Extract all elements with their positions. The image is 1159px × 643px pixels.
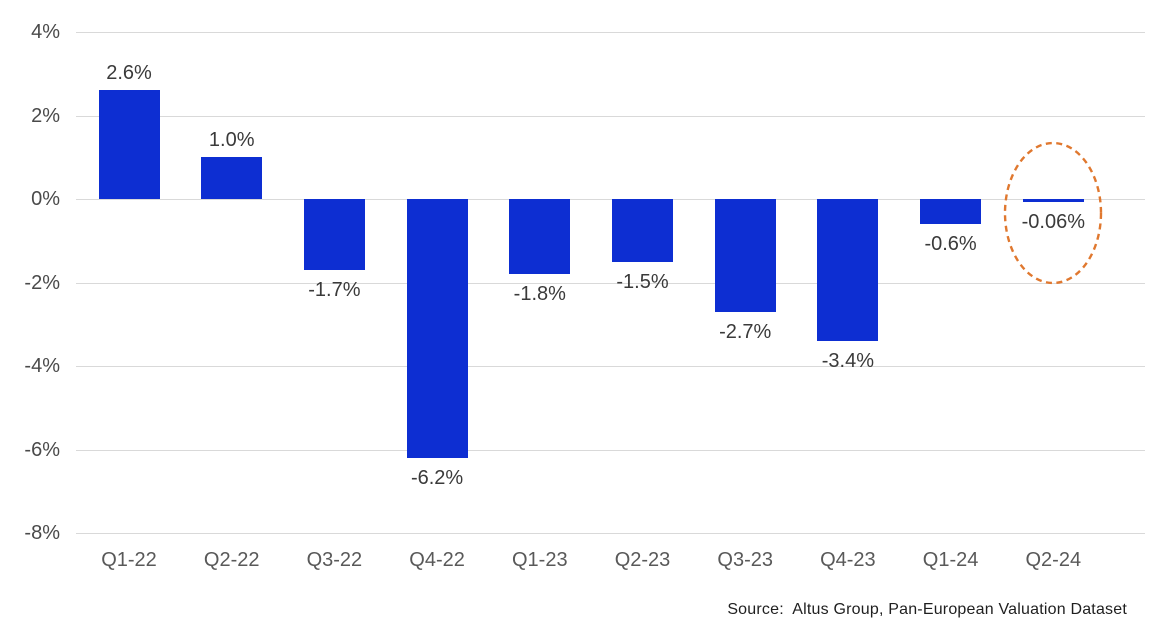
y-axis-label: 0%: [31, 188, 60, 210]
bar-value-label: -1.8%: [513, 283, 566, 306]
y-axis-label: -8%: [24, 522, 60, 544]
gridline: [76, 366, 1145, 367]
x-axis-label: Q4-22: [409, 549, 465, 571]
bar-value-label: -0.06%: [1021, 210, 1085, 233]
bar-value-label: -0.6%: [924, 233, 977, 256]
bar-value-label: -1.5%: [616, 270, 669, 293]
y-axis-label: -6%: [24, 438, 60, 461]
bar-value-label: -1.7%: [308, 278, 361, 301]
bar-value-label: 2.6%: [106, 62, 152, 85]
bar-q3-22: [303, 199, 365, 270]
bar-q3-23: [714, 199, 776, 312]
bar-value-label: -3.4%: [821, 349, 875, 372]
highlight-ellipse: [1004, 141, 1103, 285]
bar-value-label: 1.0%: [208, 129, 255, 152]
bar-q1-23: [509, 199, 571, 275]
bar-q2-22: [201, 157, 263, 199]
gridline: [76, 115, 1145, 117]
x-axis-label: Q3-23: [717, 549, 773, 571]
bar-q2-23: [612, 199, 673, 262]
y-axis-label: 2%: [31, 104, 60, 127]
x-axis-label: Q2-22: [203, 549, 260, 571]
x-axis-label: Q1-22: [101, 549, 157, 571]
x-axis-label: Q1-24: [922, 549, 979, 571]
bar-value-label: -2.7%: [719, 320, 772, 343]
bar-q4-22: [406, 199, 468, 458]
bar-q1-22: [98, 90, 160, 199]
gridline: [76, 282, 1145, 284]
source-note: Source: Altus Group, Pan-European Valuat…: [727, 601, 1127, 618]
y-axis-label: -4%: [24, 355, 60, 377]
gridline: [76, 32, 1145, 33]
x-axis-label: Q3-22: [306, 549, 363, 571]
bar-q2-24: [1022, 199, 1084, 202]
x-axis-label: Q1-23: [512, 549, 568, 571]
gridline: [76, 199, 1145, 200]
bar-q4-23: [817, 199, 879, 341]
bar-value-label: -6.2%: [410, 466, 464, 489]
gridline: [76, 533, 1145, 534]
bar-q1-24: [920, 199, 982, 225]
x-axis-label: Q2-23: [614, 549, 671, 571]
gridline: [76, 449, 1145, 451]
y-axis-label: -2%: [24, 271, 60, 294]
x-axis-label: Q2-24: [1025, 549, 1082, 571]
y-axis-label: 4%: [31, 21, 60, 43]
x-axis-label: Q4-23: [820, 549, 876, 571]
